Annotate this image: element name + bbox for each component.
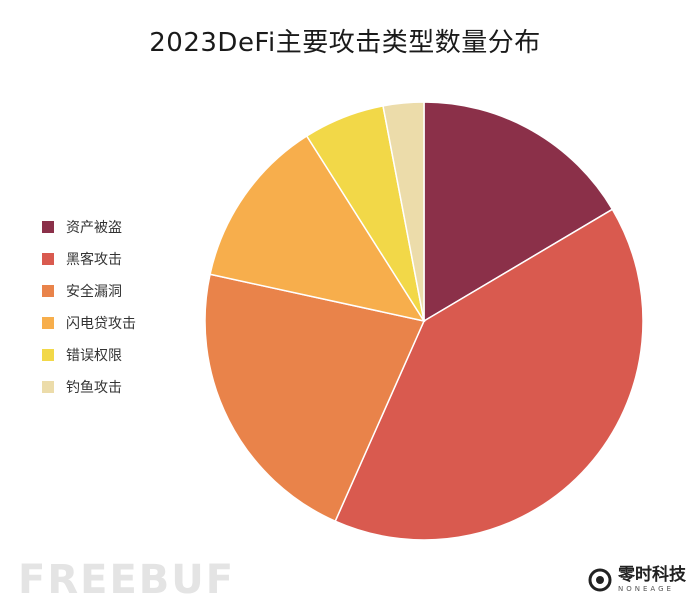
pie-slice-4 — [209, 134, 426, 323]
legend-label: 错误权限 — [66, 348, 122, 364]
legend-label: 安全漏洞 — [66, 284, 122, 300]
legend-swatch — [42, 253, 54, 265]
pie-slice-1 — [423, 101, 614, 323]
legend: 资产被盗黑客攻击安全漏洞闪电贷攻击错误权限钓鱼攻击 — [42, 211, 136, 403]
legend-label: 闪电贷攻击 — [66, 316, 136, 332]
noneage-logo-icon — [588, 568, 612, 592]
legend-label: 钓鱼攻击 — [66, 380, 122, 396]
legend-item: 闪电贷攻击 — [42, 307, 136, 339]
brand-mark: 零时科技 NONEAGE — [588, 566, 686, 594]
freebuf-watermark: FREEBUF — [18, 557, 236, 603]
legend-swatch — [42, 221, 54, 233]
legend-swatch — [42, 381, 54, 393]
legend-item: 安全漏洞 — [42, 275, 136, 307]
pie-slice-3 — [204, 273, 426, 523]
legend-swatch — [42, 317, 54, 329]
legend-swatch — [42, 285, 54, 297]
brand-sub: NONEAGE — [618, 585, 674, 593]
legend-item: 钓鱼攻击 — [42, 371, 136, 403]
brand-name: 零时科技 — [618, 565, 686, 585]
pie-slice-6 — [382, 101, 425, 322]
pie-slice-2 — [334, 208, 644, 541]
legend-label: 黑客攻击 — [66, 252, 122, 268]
legend-swatch — [42, 349, 54, 361]
legend-item: 黑客攻击 — [42, 243, 136, 275]
legend-item: 资产被盗 — [42, 211, 136, 243]
legend-label: 资产被盗 — [66, 220, 122, 236]
legend-item: 错误权限 — [42, 339, 136, 371]
chart-title: 2023DeFi主要攻击类型数量分布 — [149, 28, 541, 58]
